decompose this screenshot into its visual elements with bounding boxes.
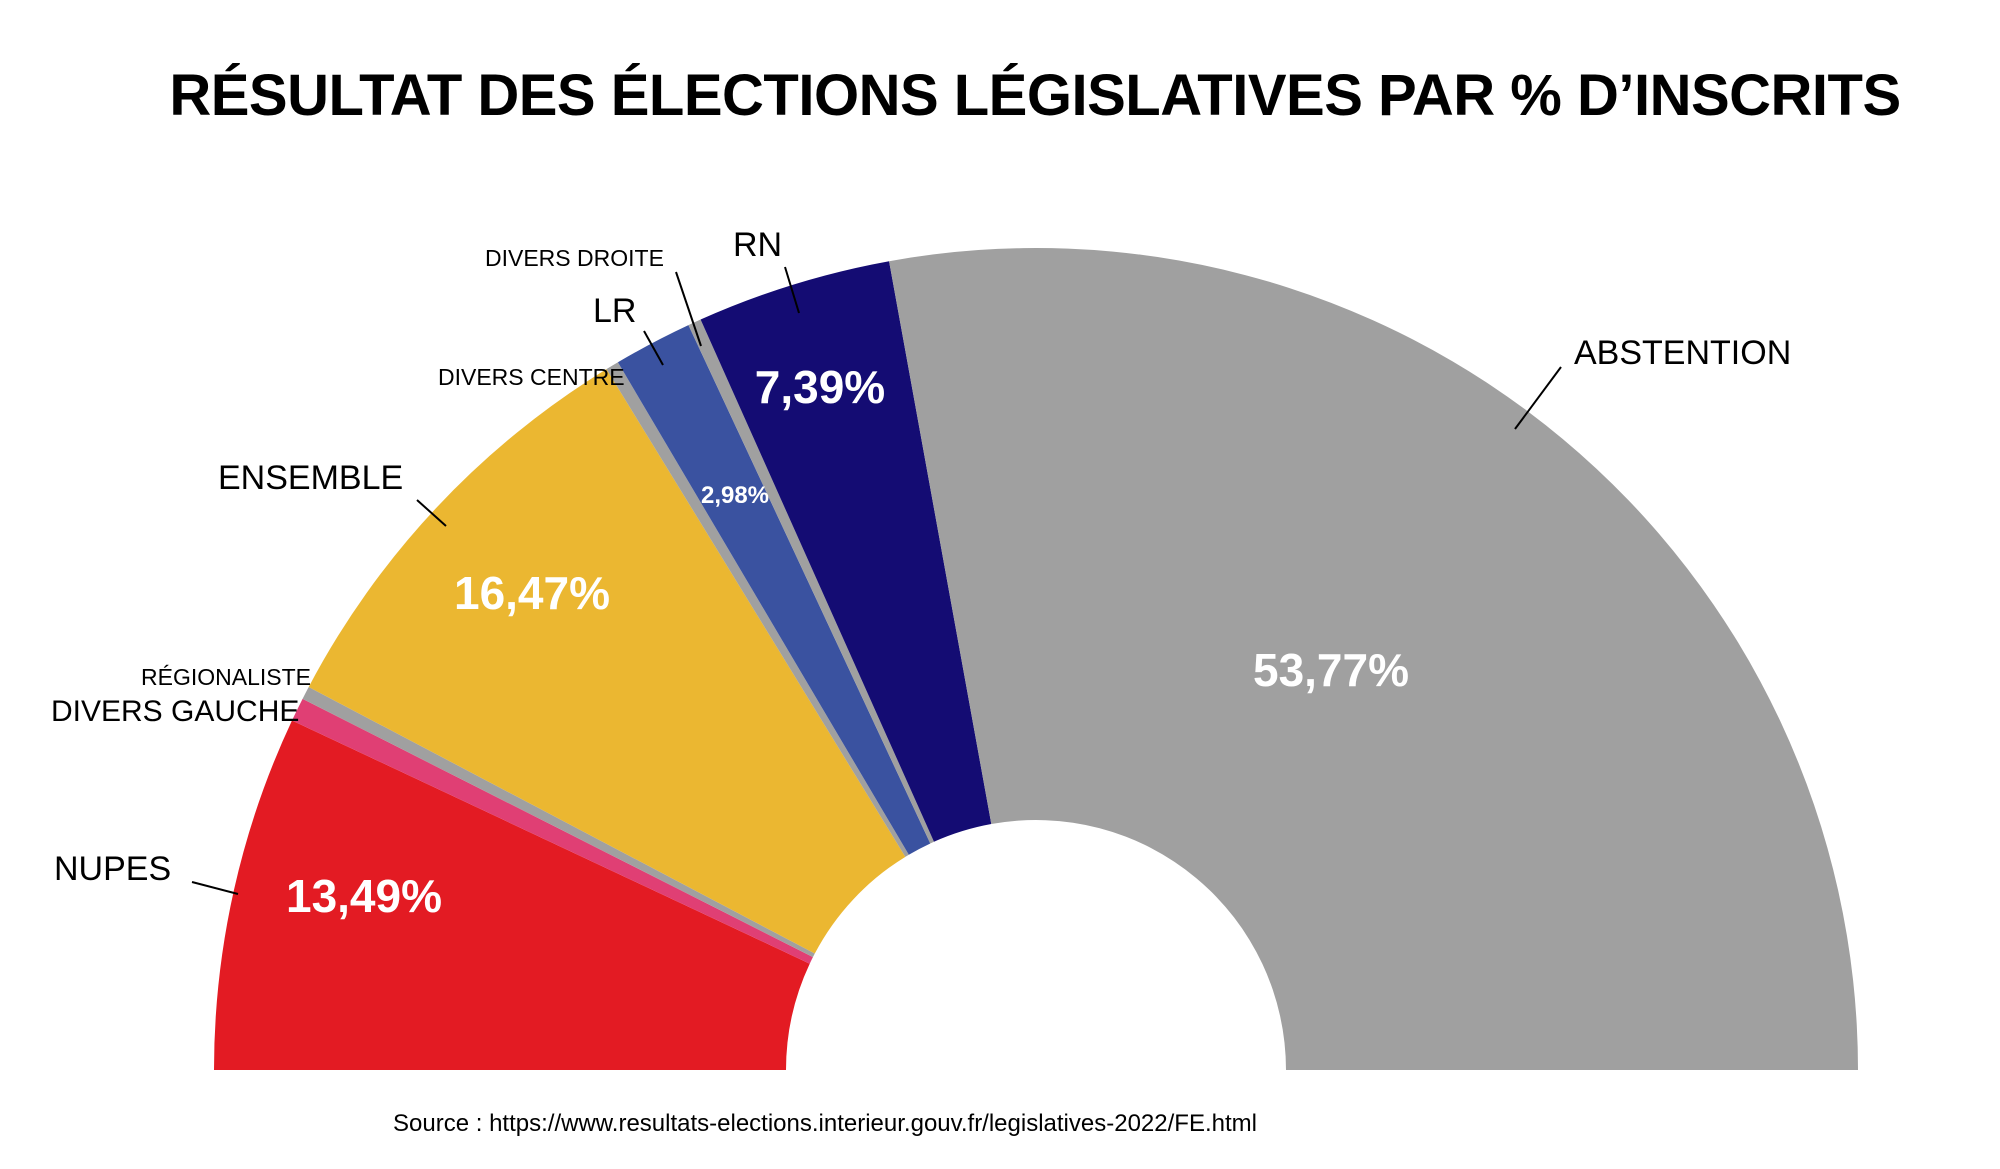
leader-line-lr <box>643 330 664 366</box>
slice-divers-droite <box>688 319 934 844</box>
label-rn: RN <box>733 226 782 264</box>
value-label-ensemble: 16,47% <box>454 567 610 619</box>
slice-abstention <box>889 248 1858 1071</box>
slice-nupes <box>214 720 810 1070</box>
chart-title: RÉSULTAT DES ÉLECTIONS LÉGISLATIVES PAR … <box>169 63 1901 128</box>
leader-line-ensemble <box>416 499 447 527</box>
leader-line-divers-droite <box>675 271 702 347</box>
label-divers-gauche: DIVERS GAUCHE <box>51 695 299 728</box>
label-ensemble: ENSEMBLE <box>218 459 403 497</box>
slice-divers-centre <box>606 362 909 857</box>
slice-lr <box>617 325 931 855</box>
value-label-abstention: 53,77% <box>1253 644 1409 696</box>
label-divers-droite: DIVERS DROITE <box>485 245 664 271</box>
leader-line-rn <box>784 266 800 314</box>
slice-ensemble <box>308 369 906 954</box>
slice-divers-gauche <box>292 698 813 964</box>
label-divers-centre: DIVERS CENTRE <box>438 364 625 390</box>
slice-rn <box>700 261 992 842</box>
slice-r-gionaliste <box>302 686 815 958</box>
value-label-nupes: 13,49% <box>286 870 442 922</box>
leader-line-abstention <box>1514 366 1562 430</box>
label-abstention: ABSTENTION <box>1574 334 1791 372</box>
label-r-gionaliste: RÉGIONALISTE <box>141 664 311 690</box>
label-nupes: NUPES <box>54 850 171 888</box>
value-label-lr: 2,98% <box>701 482 769 509</box>
value-label-rn: 7,39% <box>755 361 885 413</box>
label-lr: LR <box>593 292 636 330</box>
leader-line-nupes <box>191 881 239 895</box>
source-note: Source : https://www.resultats-elections… <box>393 1110 1257 1137</box>
